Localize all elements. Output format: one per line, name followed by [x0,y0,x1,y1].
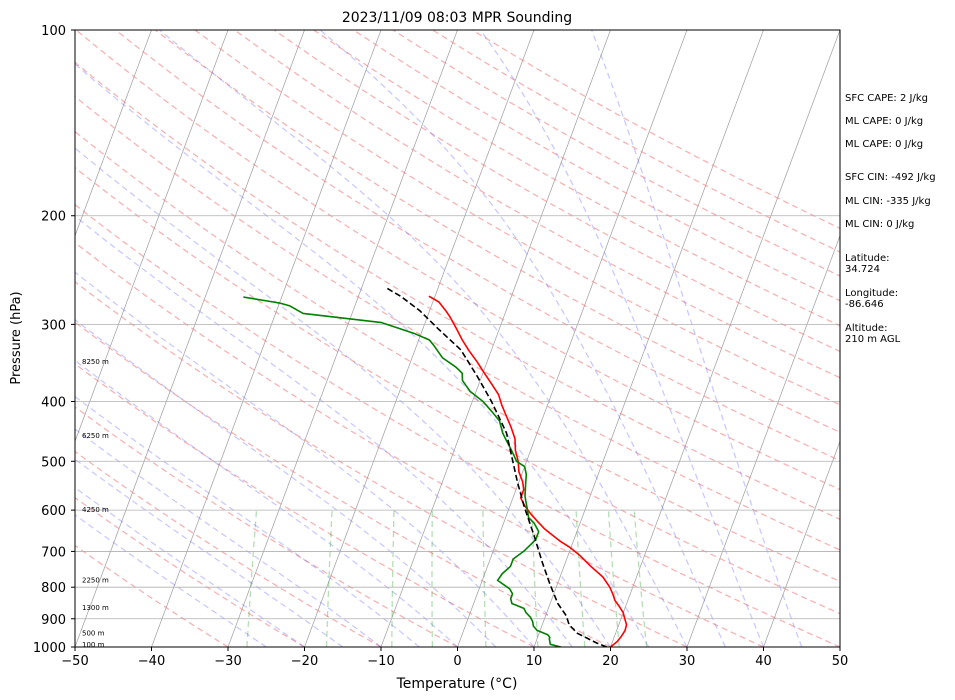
latitude-label: Latitude: [845,253,890,264]
isotherm-line [686,234,840,647]
dry-adiabat-line [234,30,840,379]
mixing-ratio-line [482,510,487,647]
dry-adiabat-line [75,30,840,491]
y-tick-label: 500 [41,455,66,470]
dry-adiabat-line [273,30,840,353]
temperature-line [428,295,628,647]
x-axis-label: Temperature (°C) [396,676,518,692]
y-tick-label: 700 [41,545,66,560]
dry-adiabat-line [75,496,305,647]
dry-adiabat-line [75,363,535,647]
y-tick-label: 800 [41,581,66,596]
y-tick-label: 900 [41,613,66,628]
moist-adiabat-line [75,318,497,647]
moist-adiabat-line [319,30,726,647]
y-tick-label: 1000 [33,641,66,656]
moist-adiabat-line [590,30,803,647]
dry-adiabat-line [75,450,382,647]
chart-title: 2023/11/09 08:03 MPR Sounding [342,10,572,26]
x-tick-label: 0 [453,654,461,669]
height-label: 2250 m [82,576,109,584]
isotherm-line [533,30,764,647]
ml-cape-text-2: ML CAPE: 0 J/kg [845,139,924,150]
mixing-ratio-line [607,510,620,647]
x-tick-label: 30 [679,654,696,669]
dry-adiabat-line [75,321,611,647]
height-label: 4250 m [82,506,109,514]
parcel-line [386,287,607,647]
dry-adiabat-line [75,130,840,583]
x-tick-label: 20 [602,654,619,669]
dry-adiabat-line [392,30,840,277]
ml-cin-text: ML CIN: -335 J/kg [845,196,931,207]
isotherm-line [75,30,152,237]
x-tick-label: 40 [755,654,772,669]
y-tick-label: 200 [41,210,66,225]
y-tick-label: 400 [41,395,66,410]
x-axis-ticks: −50 −40 −30 −20 −10 0 10 20 30 40 50 [61,647,848,669]
dry-adiabat-line [75,406,458,647]
dry-adiabat-line [75,241,764,647]
x-tick-label: −20 [291,654,318,669]
x-tick-label: 10 [526,654,543,669]
y-axis-label: Pressure (hPa) [9,291,24,384]
longitude-label: Longitude: [845,288,899,299]
sfc-cape-text: SFC CAPE: 2 J/kg [845,93,928,104]
isotherm-line [75,30,305,647]
isotherm-line [304,30,535,647]
ml-cin-text-2: ML CIN: 0 J/kg [845,219,915,230]
height-labels: 8250 m 6250 m 4250 m 2250 m 1300 m 500 m 100 m [82,358,109,649]
dewpoint-line [243,296,561,647]
y-axis-ticks: 1000 900 800 700 600 500 400 300 200 100 [33,24,75,656]
isotherm-line [75,30,229,443]
height-label: 6250 m [82,432,109,440]
x-tick-label: −50 [61,654,88,669]
longitude-value: -86.646 [845,299,884,310]
dry-adiabat-line [194,30,840,406]
height-label: 1300 m [82,604,109,612]
moist-adiabat-line [75,63,650,647]
dry-adiabat-line [353,30,840,302]
moist-adiabat-line [75,458,344,647]
dry-adiabat-line [75,281,688,647]
x-tick-label: −30 [214,654,241,669]
y-tick-label: 600 [41,504,66,519]
isotherm-line [457,30,688,647]
x-tick-label: 50 [832,654,849,669]
x-tick-label: −10 [367,654,394,669]
altitude-label: Altitude: [845,323,888,334]
height-label: 500 m [82,629,105,637]
moist-adiabat-line [158,30,688,647]
sounding-traces [243,287,628,647]
moist-adiabat-line [75,215,573,647]
moist-adiabat-line [75,359,458,647]
height-label: 8250 m [82,358,109,366]
dry-adiabat-line [75,544,229,647]
isotherm-line [380,30,611,647]
moist-adiabat-line [75,271,535,647]
latitude-value: 34.724 [845,264,880,275]
altitude-value: 210 m AGL [845,334,901,345]
moist-adiabat-line [75,395,420,647]
isotherm-line [151,30,382,647]
y-tick-label: 100 [41,24,66,39]
height-label: 100 m [82,641,105,649]
isotherm-line [763,440,840,647]
dry-adiabat-line [115,30,840,462]
isotherm-line [227,30,458,647]
dry-adiabat-line [75,203,840,647]
moist-adiabat-line [75,428,382,647]
sfc-cin-text: SFC CIN: -492 J/kg [845,172,936,183]
background-guide-lines [75,30,840,647]
ml-cape-text: ML CAPE: 0 J/kg [845,116,924,127]
dry-adiabat-line [154,30,840,433]
moist-adiabat-line [479,30,765,647]
dry-adiabat-line [75,95,840,551]
mixing-ratio-line [246,510,258,647]
isotherm-line [610,30,840,647]
y-tick-label: 300 [41,318,66,333]
x-tick-label: −40 [138,654,165,669]
moist-adiabat-line [75,147,612,647]
